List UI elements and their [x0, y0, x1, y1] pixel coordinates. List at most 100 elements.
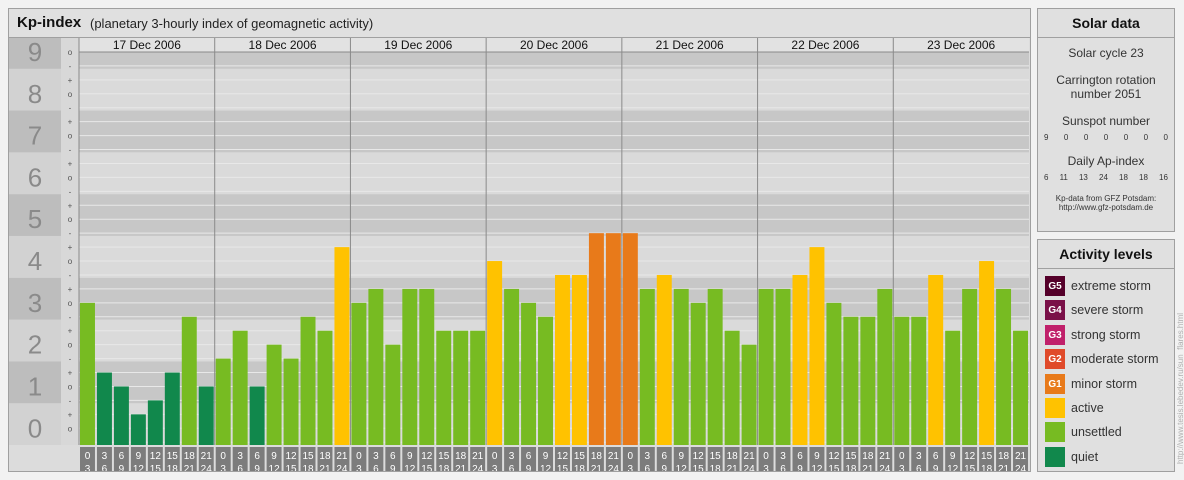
kp-bar: [622, 233, 638, 445]
kp-bar: [911, 316, 927, 445]
time-label-end: 3: [85, 464, 91, 471]
time-cell: [996, 447, 1012, 471]
time-cell: [215, 447, 231, 471]
time-label-start: 21: [608, 451, 620, 462]
time-label-end: 12: [947, 464, 959, 471]
minor-tick-label: o: [68, 299, 73, 308]
time-cell: [1013, 447, 1028, 471]
day-label: 18 Dec 2006: [249, 38, 317, 52]
time-label-start: 12: [828, 451, 840, 462]
time-label-end: 21: [184, 464, 196, 471]
kp-bar: [639, 288, 655, 445]
kp-bar: [504, 288, 520, 445]
time-cell: [521, 447, 537, 471]
time-label-start: 0: [356, 451, 362, 462]
kp-bar: [826, 302, 842, 445]
time-label-end: 6: [237, 464, 243, 471]
y-tick-label: 4: [28, 246, 42, 276]
kp-bar: [775, 288, 791, 445]
time-label-end: 24: [1015, 464, 1027, 471]
kp-band: [79, 68, 1029, 111]
time-label-start: 15: [710, 451, 722, 462]
minor-tick-label: -: [69, 229, 72, 238]
time-label-start: 12: [285, 451, 297, 462]
y-tick-label: 6: [28, 162, 42, 192]
time-label-start: 15: [167, 451, 179, 462]
time-label-end: 21: [455, 464, 467, 471]
time-label-end: 12: [811, 464, 823, 471]
time-label-start: 21: [472, 451, 484, 462]
y-label-band: [9, 38, 61, 69]
time-label-end: 24: [472, 464, 484, 471]
y-tick-label: 3: [28, 288, 42, 318]
legend-label: moderate storm: [1071, 352, 1159, 366]
time-label-end: 12: [133, 464, 145, 471]
time-cell: [300, 447, 316, 471]
time-label-end: 3: [356, 464, 362, 471]
time-label-end: 9: [119, 464, 125, 471]
time-label-start: 3: [102, 451, 108, 462]
ap-index-values: 6 11 13 24 18 18 16: [1038, 173, 1174, 182]
kp-band: [79, 277, 1029, 320]
kp-band: [79, 152, 1029, 195]
minor-tick-column: [61, 38, 79, 445]
kp-bar: [113, 386, 129, 445]
time-label-start: 9: [678, 451, 684, 462]
day-header-row: [79, 38, 1029, 52]
minor-tick-label: +: [68, 159, 73, 168]
y-label-band: [9, 152, 61, 195]
legend-item-minor-storm: G1 minor storm: [1045, 374, 1137, 394]
time-label-start: 3: [237, 451, 243, 462]
time-label-end: 15: [557, 464, 569, 471]
legend-swatch: G1: [1045, 374, 1065, 394]
legend-label: quiet: [1071, 450, 1099, 464]
legend-swatch: G3: [1045, 325, 1065, 345]
time-label-end: 9: [390, 464, 396, 471]
kp-bar: [368, 288, 384, 445]
kp-bar: [656, 274, 672, 445]
kp-bar: [300, 316, 316, 445]
kp-bar: [877, 288, 893, 445]
kp-bar: [96, 372, 112, 445]
minor-tick-label: o: [68, 48, 73, 57]
day-label: 20 Dec 2006: [520, 38, 588, 52]
time-label-end: 15: [421, 464, 433, 471]
chart-header: Kp-index (planetary 3-hourly index of ge…: [9, 9, 1030, 38]
kp-bar: [555, 274, 570, 445]
time-cell: [894, 447, 910, 471]
time-label-start: 18: [862, 451, 874, 462]
time-label-end: 18: [710, 464, 722, 471]
kp-bar: [283, 358, 299, 445]
kp-bar: [181, 316, 197, 445]
legend-item-quiet: quiet: [1045, 447, 1098, 467]
time-label-end: 18: [981, 464, 993, 471]
kp-bar: [894, 316, 910, 445]
time-label-start: 9: [271, 451, 277, 462]
time-label-end: 6: [102, 464, 108, 471]
time-label-end: 12: [540, 464, 552, 471]
time-cell: [487, 447, 503, 471]
activity-levels-title: Activity levels: [1038, 240, 1174, 269]
time-label-start: 18: [455, 451, 467, 462]
y-label-band: [9, 235, 61, 278]
kp-band: [79, 194, 1029, 236]
ap-value: 24: [1099, 173, 1108, 182]
minor-tick-label: -: [69, 396, 72, 405]
time-label-start: 0: [220, 451, 226, 462]
ap-index-title: Daily Ap-index: [1067, 154, 1145, 168]
data-source-link[interactable]: http://www.gfz-potsdam.de: [1058, 203, 1154, 212]
day-label: 23 Dec 2006: [927, 38, 995, 52]
legend-item-severe-storm: G4 severe storm: [1045, 300, 1143, 320]
solar-data-panel: Solar data Solar cycle 23 Carrington rot…: [1037, 8, 1175, 232]
time-cell: [792, 447, 808, 471]
time-label-end: 9: [254, 464, 260, 471]
time-cell: [945, 447, 961, 471]
day-label: 17 Dec 2006: [113, 38, 181, 52]
time-label-start: 6: [119, 451, 125, 462]
time-label-start: 21: [1015, 451, 1027, 462]
time-cell: [419, 447, 435, 471]
legend-label: severe storm: [1071, 303, 1144, 317]
sunspot-value: 0: [1143, 133, 1149, 142]
kp-bar: [232, 330, 248, 445]
ap-value: 16: [1159, 173, 1168, 182]
